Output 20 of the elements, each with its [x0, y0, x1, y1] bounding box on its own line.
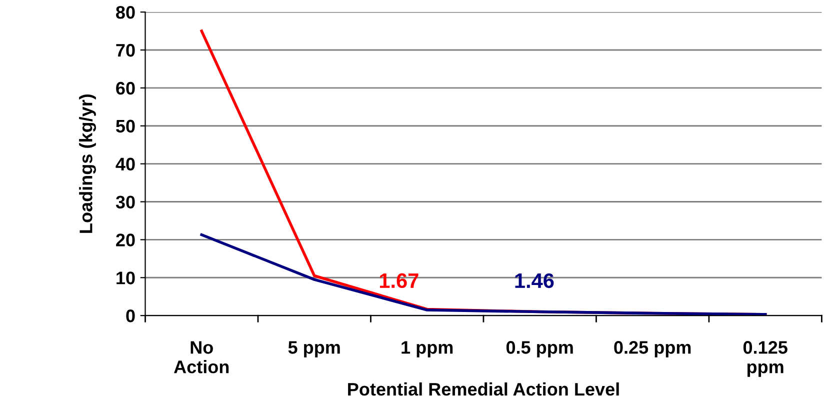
y-axis-title: Loadings (kg/yr): [79, 94, 96, 233]
x-tick-label: No Action: [174, 341, 229, 374]
y-tick-label: 40: [116, 158, 135, 171]
x-tick-label: 1 ppm: [402, 341, 453, 358]
line-series: [200, 233, 767, 316]
y-tick-label: 80: [116, 6, 135, 19]
x-tick-label: 5 ppm: [288, 341, 340, 358]
x-tick-label: 0.125 ppm: [743, 341, 788, 377]
y-tick-label: 30: [116, 196, 135, 208]
x-tick-label: 0.25 ppm: [614, 341, 691, 358]
x-tick-label: 0.5 ppm: [506, 341, 573, 358]
y-tick-label: 0: [126, 310, 135, 322]
y-tick-label: 10: [116, 272, 135, 284]
y-tick-label: 20: [116, 234, 135, 246]
y-tick-label: 60: [116, 82, 135, 95]
y-tick-label: 70: [116, 44, 135, 57]
y-tick-label: 50: [116, 120, 135, 133]
data-label: 1.67: [380, 273, 418, 288]
annotation: 1.46: [515, 273, 554, 288]
x-axis-title: Potential Remedial Action Level: [348, 382, 619, 396]
